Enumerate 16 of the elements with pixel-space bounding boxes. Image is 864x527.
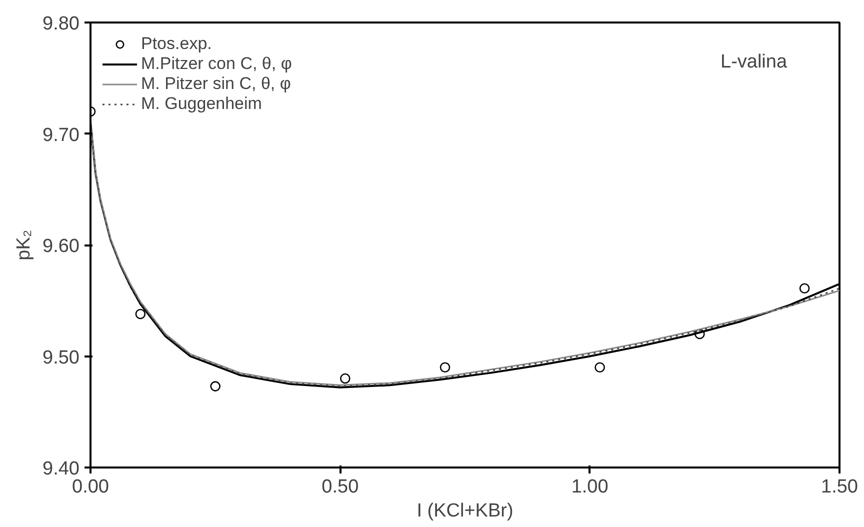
x-tick-label: 0.50 [322, 476, 359, 498]
x-tick-label: 0.00 [72, 476, 109, 498]
x-tick-label: 1.50 [821, 476, 858, 498]
x-tick-label: 1.00 [571, 476, 608, 498]
legend-label: Ptos.exp. [141, 34, 212, 54]
legend-label: M.Pitzer con C, θ, φ [141, 54, 292, 74]
x-axis-title: I (KCl+KBr) [416, 500, 514, 522]
y-axis-title: pK₂ [14, 230, 35, 260]
y-tick-label: 9.70 [42, 124, 80, 146]
y-tick-label: 9.50 [42, 347, 80, 368]
y-tick-label: 9.80 [42, 14, 80, 34]
y-tick-label: 9.40 [42, 458, 80, 480]
annotation: L-valina [720, 52, 788, 72]
legend-label: M. Guggenheim [141, 94, 262, 114]
y-tick-label: 9.60 [42, 236, 80, 257]
legend-label: M. Pitzer sin C, θ, φ [141, 74, 291, 94]
